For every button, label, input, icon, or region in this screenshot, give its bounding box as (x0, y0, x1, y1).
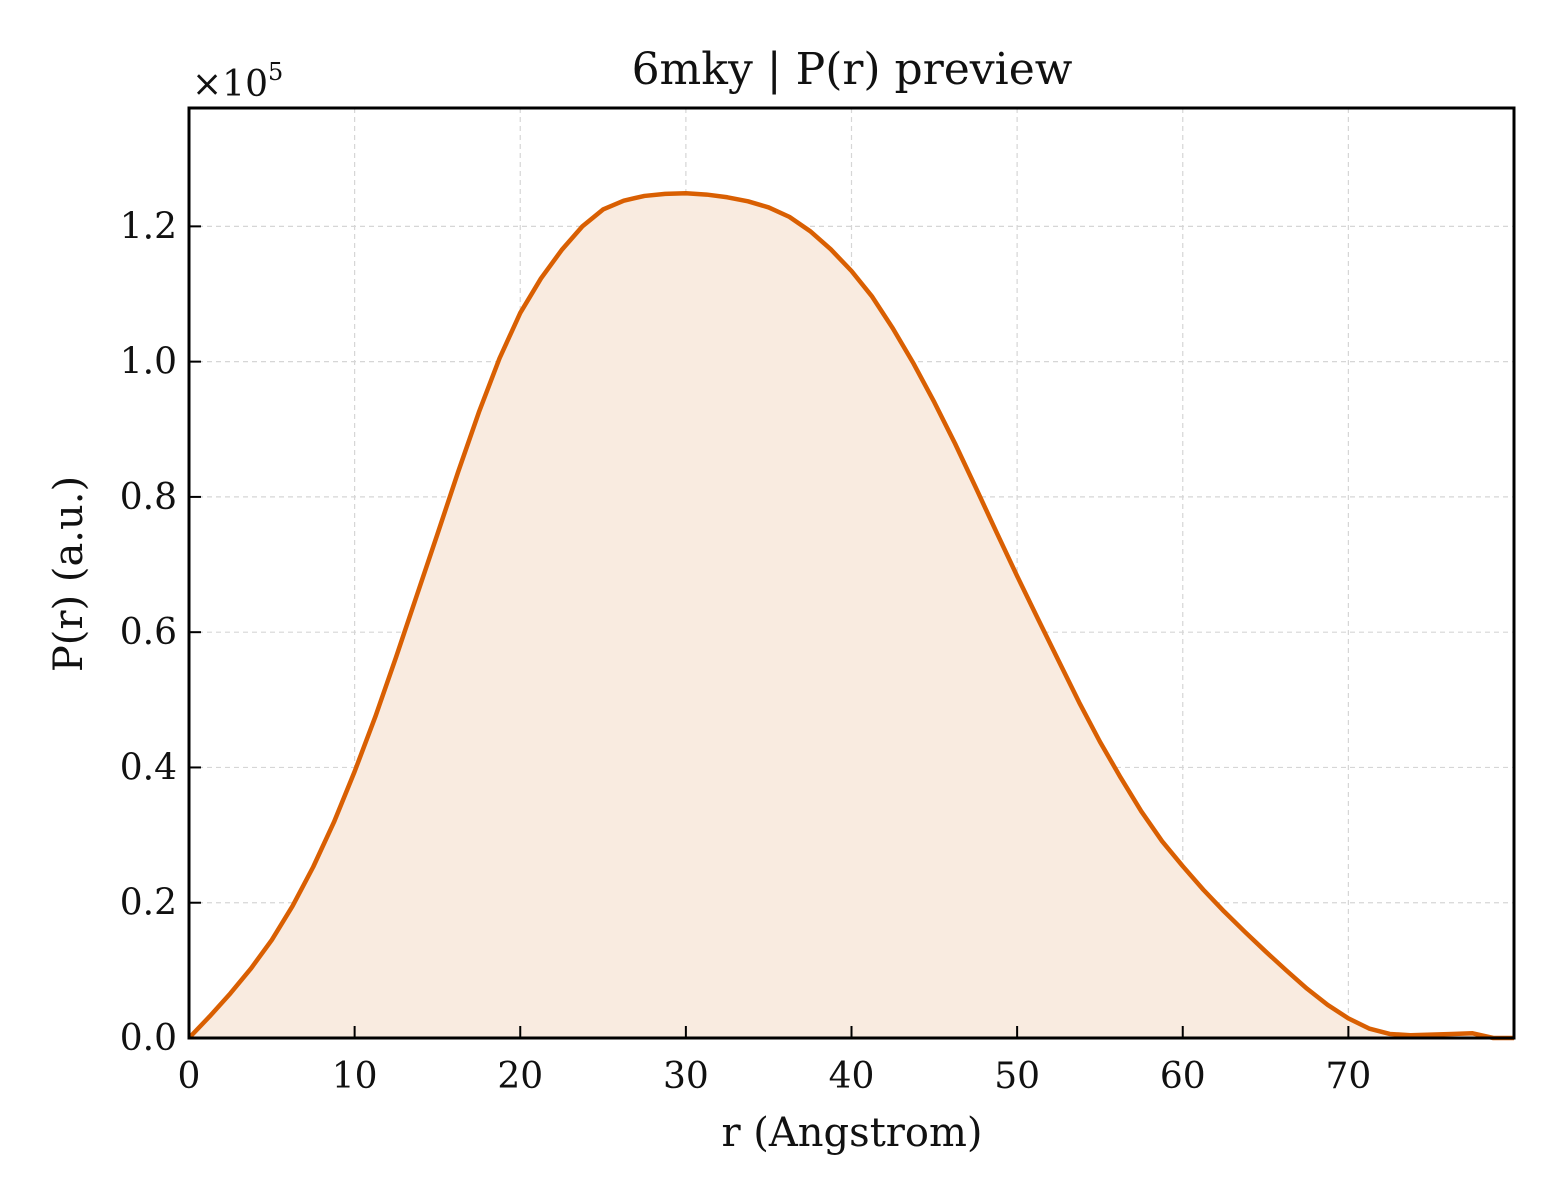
y-scale-prefix: ×10 (192, 64, 268, 105)
y-tick-label: 1.0 (120, 342, 177, 383)
y-scale-exponent: 5 (268, 58, 283, 86)
x-tick-label: 50 (994, 1056, 1040, 1097)
y-tick-label: 0.8 (120, 477, 177, 518)
x-tick-label: 60 (1160, 1056, 1206, 1097)
x-tick-label: 10 (332, 1056, 378, 1097)
y-tick-label: 0.2 (120, 883, 177, 924)
y-tick-label: 0.6 (120, 612, 177, 653)
y-tick-label: 0.0 (120, 1018, 177, 1059)
tick-marks (188, 225, 1350, 1039)
y-tick-labels: 0.0 0.2 0.4 0.6 0.8 1.0 1.2 (120, 206, 177, 1059)
x-tick-label: 70 (1325, 1056, 1371, 1097)
x-tick-label: 20 (497, 1056, 543, 1097)
pr-series-line (187, 190, 1514, 1041)
chart-title: 6mky | P(r) preview (632, 44, 1073, 95)
x-axis-label: r (Angstrom) (721, 1110, 982, 1156)
x-tick-labels: 0 10 20 30 40 50 60 70 (178, 1056, 1372, 1097)
x-tick-label: 0 (178, 1056, 201, 1097)
y-scale-multiplier: ×105 (192, 58, 283, 105)
y-tick-label: 0.4 (120, 747, 177, 788)
x-tick-label: 40 (829, 1056, 875, 1097)
pr-area-fill (189, 193, 1514, 1039)
y-axis-label: P(r) (a.u.) (46, 476, 92, 672)
x-tick-label: 30 (663, 1056, 709, 1097)
y-tick-label: 1.2 (120, 206, 177, 247)
